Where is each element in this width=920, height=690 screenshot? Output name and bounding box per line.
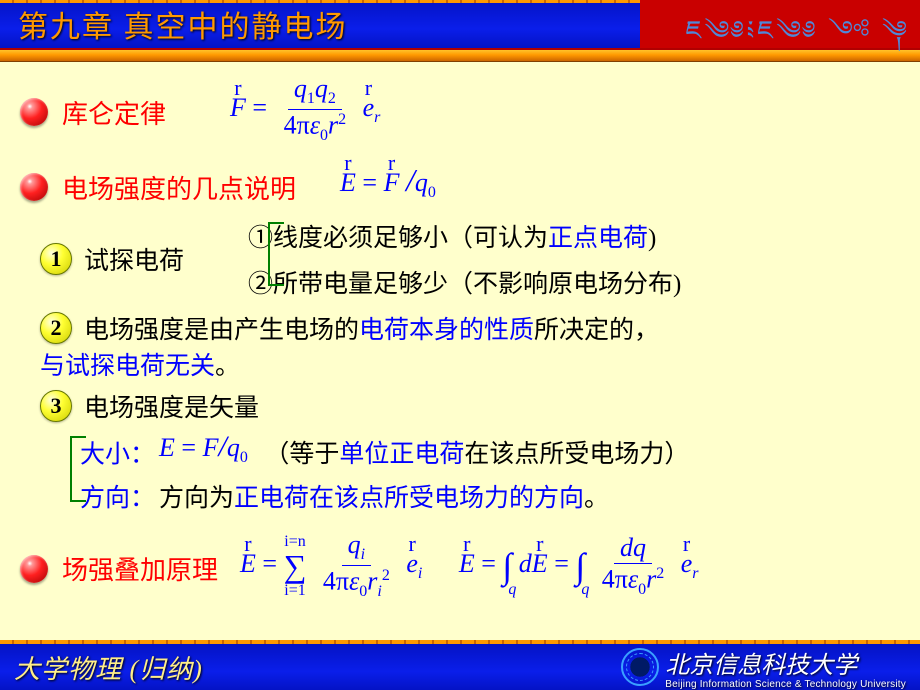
footer-course-name: 大学物理 (归纳) (14, 649, 203, 686)
bracket-icon (70, 436, 86, 502)
point1a: ①线度必须足够小（可认为正点电荷) (248, 225, 656, 252)
heading-superposition: 场强叠加原理 (62, 556, 218, 585)
efield-def-formula: rE = rF /q0 (340, 168, 436, 197)
slide: 第九章 真空中的静电场 ཇ༄༅༴ཇ༄༅ ༺ ༆ 库仑定律 rF = q1q2 4… (0, 0, 920, 690)
bracket-icon (268, 222, 284, 286)
superposition-sum-formula: rE = i=n∑i=1 qi 4πε0ri2 rei (240, 549, 429, 578)
chapter-title: 第九章 真空中的静电场 (0, 2, 348, 46)
coulomb-formula: rF = q1q2 4πε0r2 rer (230, 93, 380, 122)
direction-label: 方向： (80, 485, 155, 512)
magnitude-note: （等于单位正电荷在该点所受电场力） (264, 441, 689, 468)
number-badge-1: 1 (40, 243, 72, 275)
direction-note: 方向为正电荷在该点所受电场力的方向。 (159, 485, 609, 512)
bullet-icon (20, 98, 48, 126)
number-badge-2: 2 (40, 312, 72, 344)
slide-content: 库仑定律 rF = q1q2 4πε0r2 rer 电场强度的几点说明 rE =… (0, 62, 920, 642)
bullet-icon (20, 173, 48, 201)
number-badge-3: 3 (40, 390, 72, 422)
point3-title: 电场强度是矢量 (84, 395, 259, 422)
slide-header: 第九章 真空中的静电场 ཇ༄༅༴ཇ༄༅ ༺ ༆ (0, 0, 920, 48)
point1b: ②所带电量足够少（不影响原电场分布) (248, 271, 681, 298)
point2-text: 电场强度是由产生电场的电荷本身的性质所决定的， 与试探电荷无关。 (40, 317, 659, 380)
slide-footer: 大学物理 (归纳) 北京信息科技大学 Beijing Information S… (0, 642, 920, 690)
university-logo-icon (621, 648, 659, 686)
magnitude-formula: E = F/q0 (159, 433, 254, 462)
bullet-icon (20, 555, 48, 583)
header-deco-glyphs: ཇ༄༅༴ཇ༄༅ ༺ ༆ (686, 2, 910, 75)
superposition-int-formula: rE = ∫q drE = ∫q dq 4πε0r2 rer (459, 549, 699, 578)
footer-university: 北京信息科技大学 Beijing Information Science & T… (621, 645, 906, 690)
magnitude-label: 大小： (80, 441, 155, 468)
heading-coulomb: 库仑定律 (62, 100, 166, 129)
point1-title: 试探电荷 (84, 248, 184, 275)
heading-efield-notes: 电场强度的几点说明 (62, 175, 296, 204)
